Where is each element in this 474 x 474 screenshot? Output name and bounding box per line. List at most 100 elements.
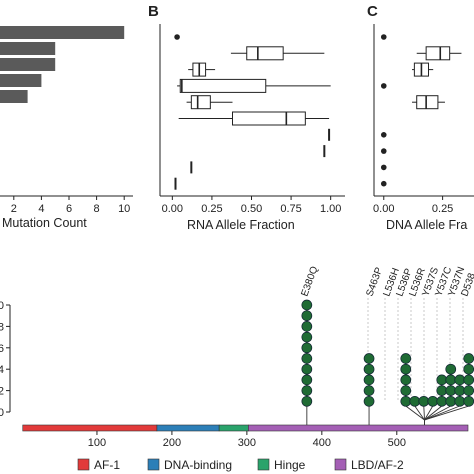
box-iqr xyxy=(425,46,451,61)
lollipop-y-tick-label: 0 xyxy=(0,407,4,419)
mutation-dot xyxy=(301,385,313,396)
box-outlier xyxy=(380,164,387,171)
mutation-count-bar xyxy=(0,26,125,39)
box-iqr xyxy=(246,46,284,61)
legend-label: DNA-binding xyxy=(164,458,232,472)
lollipop-y-tick-label: 6 xyxy=(0,343,4,355)
mutation-dot xyxy=(445,395,457,407)
mutation-dot xyxy=(301,299,313,311)
box-iqr xyxy=(179,78,267,93)
mutation-dot xyxy=(463,374,474,386)
mutation-dot xyxy=(363,353,375,364)
box-iqr xyxy=(416,95,439,110)
mutation-label: E380Q xyxy=(299,265,320,298)
box-x-tick-label: 0.50 xyxy=(241,203,262,215)
mutation-dot xyxy=(454,385,466,396)
legend-label: LBD/AF-2 xyxy=(351,458,404,472)
domain-legend: AF-1 DNA-binding Hinge LBD/AF-2 xyxy=(77,458,404,472)
bar-x-tick-label: 4 xyxy=(38,203,44,215)
mutation-dot xyxy=(301,331,313,343)
mutation-dot xyxy=(463,395,474,407)
mutation-count-bar-chart: 2 4 6 8 10 Mutation Count xyxy=(0,26,133,230)
mutation-dot xyxy=(463,385,474,396)
mutation-dot xyxy=(400,363,412,375)
lollipop-y-tick-label: 4 xyxy=(0,364,4,376)
legend-swatch xyxy=(334,458,347,471)
mutation-dot xyxy=(436,385,448,396)
mutation-dot xyxy=(301,353,313,364)
mutation-dot xyxy=(400,385,412,396)
panel-label-c: C xyxy=(367,3,378,20)
mutation-dot xyxy=(463,363,474,375)
mutation-count-bar xyxy=(0,74,42,87)
mutation-dot xyxy=(445,363,457,375)
mutation-dot xyxy=(301,363,313,375)
legend-label: AF-1 xyxy=(94,458,120,472)
dna-allele-fraction-boxplot: C 0.000.250.50 DNA Allele Fra xyxy=(367,3,474,232)
mutation-dot xyxy=(363,363,375,375)
mutation-dot xyxy=(301,310,313,322)
box-x-tick-label: 0.25 xyxy=(432,203,453,215)
box-outlier xyxy=(380,83,387,89)
legend-swatch xyxy=(257,458,270,471)
lollipop-y-tick-label: 10 xyxy=(0,300,4,312)
mutation-dot xyxy=(400,374,412,386)
box-x-tick-label: 0.00 xyxy=(162,203,183,215)
mutation-dot xyxy=(400,353,412,364)
mutation-dot xyxy=(436,374,448,386)
bar-x-tick-label: 10 xyxy=(118,203,130,215)
bar-x-tick-label: 6 xyxy=(66,203,72,215)
lollipop-y-tick-label: 8 xyxy=(0,321,4,333)
mutation-dot xyxy=(445,374,457,386)
mutation-dot xyxy=(301,374,313,386)
box-outlier xyxy=(380,148,387,154)
box-outlier xyxy=(174,34,180,40)
mutation-count-bar xyxy=(0,58,56,71)
legend-swatch xyxy=(147,458,160,471)
bar-x-tick-label: 2 xyxy=(11,203,17,215)
box-outlier xyxy=(380,132,387,138)
mutation-dot xyxy=(409,395,421,407)
mutation-dot xyxy=(436,395,448,407)
box-x-tick-label: 0.75 xyxy=(280,203,301,215)
lollipop-x-tick-label: 400 xyxy=(313,437,331,449)
lollipop-x-tick-label: 200 xyxy=(163,437,181,449)
mutation-dot xyxy=(454,374,466,386)
mutation-dot xyxy=(301,342,313,354)
protein-domain xyxy=(22,424,158,432)
mutation-dot xyxy=(363,395,375,407)
protein-domain xyxy=(156,424,220,432)
box-outlier xyxy=(380,34,387,40)
box-iqr xyxy=(190,95,211,110)
lollipop-x-tick-label: 100 xyxy=(88,437,106,449)
bar-chart-x-axis-label: Mutation Count xyxy=(2,216,87,230)
box-x-tick-label: 1.00 xyxy=(320,203,341,215)
boxplot-c-x-axis-label: DNA Allele Fra xyxy=(386,218,467,232)
legend-swatch xyxy=(77,458,90,471)
legend-label: Hinge xyxy=(274,458,306,472)
box-x-tick-label: 0.25 xyxy=(201,203,222,215)
lollipop-x-tick-label: 500 xyxy=(388,437,406,449)
rna-allele-fraction-boxplot: B 0.00 0.25 0.50 0.75 1.00 RNA Allele Fracti… xyxy=(148,3,345,232)
boxplot-b-x-axis-label: RNA Allele Fraction xyxy=(187,218,295,232)
mutation-dot xyxy=(301,321,313,332)
bar-x-tick-label: 8 xyxy=(94,203,100,215)
mutation-count-bar xyxy=(0,42,56,55)
panel-label-b: B xyxy=(148,3,159,20)
mutation-dot xyxy=(463,353,474,364)
mutation-dot xyxy=(445,385,457,396)
mutation-dot xyxy=(363,374,375,386)
mutation-dot xyxy=(363,385,375,396)
box-outlier xyxy=(380,180,387,187)
mutation-dot xyxy=(400,395,412,407)
lollipop-y-tick-label: 2 xyxy=(0,386,4,398)
mutation-dot xyxy=(301,395,313,407)
mutation-dot xyxy=(454,395,466,407)
mutation-dot xyxy=(418,395,430,407)
box-x-tick-label: 0.00 xyxy=(373,203,394,215)
protein-domain xyxy=(218,424,249,432)
mutation-count-bar xyxy=(0,90,28,103)
box-iqr xyxy=(232,111,306,126)
